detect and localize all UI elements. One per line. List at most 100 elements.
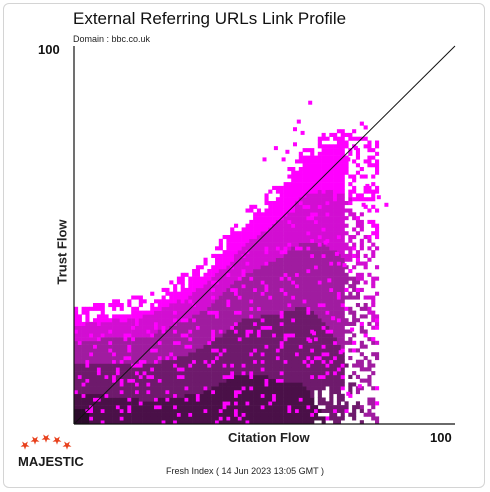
density-cell (352, 212, 357, 217)
density-cell (275, 412, 281, 417)
density-cell (150, 337, 155, 342)
density-cell (173, 295, 178, 300)
density-cell (325, 356, 330, 361)
density-cell (169, 405, 174, 410)
density-cell (325, 178, 330, 183)
density-cell (287, 246, 292, 251)
density-cell (279, 299, 284, 304)
density-cell (226, 276, 231, 281)
density-cell (131, 340, 136, 345)
density-cell (135, 314, 140, 319)
density-cell (184, 405, 189, 410)
density-cell (165, 291, 170, 296)
density-cell (310, 170, 315, 175)
density-cell (230, 333, 235, 338)
density-cell (264, 363, 269, 368)
density-cell (150, 397, 155, 402)
density-cell (161, 337, 166, 342)
density-cell (165, 371, 170, 376)
density-cell (108, 397, 113, 402)
density-cell (310, 235, 315, 240)
density-cell (333, 405, 338, 410)
density-cell (306, 374, 311, 379)
density-cell (295, 216, 300, 221)
density-cell (272, 291, 277, 296)
density-cell (245, 382, 250, 387)
density-cell (249, 318, 254, 323)
density-cell (123, 325, 128, 330)
density-cell (81, 420, 86, 425)
density-cell (234, 359, 239, 364)
density-cell (264, 371, 269, 376)
density-cell (340, 344, 345, 349)
density-cell (317, 329, 322, 334)
density-cell (215, 420, 220, 425)
density-cell (310, 174, 315, 179)
density-cell (275, 276, 281, 281)
density-cell (310, 390, 315, 395)
density-cell (302, 329, 307, 334)
density-cell (333, 197, 338, 202)
density-cell (237, 333, 242, 338)
density-cell (314, 382, 319, 387)
density-cell (226, 284, 231, 289)
density-cell (321, 257, 326, 262)
density-cell (115, 329, 121, 334)
density-cell (287, 412, 292, 417)
density-cell (253, 257, 258, 262)
density-cell (329, 374, 334, 379)
density-cell (306, 265, 311, 270)
density-cell (77, 340, 82, 345)
density-cell (359, 367, 364, 372)
density-cell (96, 348, 102, 353)
density-cell (127, 390, 132, 395)
density-cell (85, 405, 90, 410)
density-cell (264, 227, 269, 232)
density-cell (237, 242, 242, 247)
density-cell (241, 344, 246, 349)
density-cell (165, 303, 170, 308)
density-cell (77, 374, 82, 379)
density-cell (142, 401, 147, 406)
density-cell (317, 408, 322, 413)
density-cell (237, 416, 242, 421)
density-cell (306, 159, 311, 164)
density-cell (199, 337, 204, 342)
density-cell (119, 412, 124, 417)
density-cell (279, 208, 284, 213)
density-cell (317, 144, 322, 149)
chart-subtitle: Domain : bbc.co.uk (73, 34, 151, 44)
density-cell (249, 261, 254, 266)
density-cell (321, 340, 326, 345)
density-cell (245, 367, 250, 372)
density-cell (226, 250, 231, 255)
density-cell (260, 401, 265, 406)
density-cell (291, 185, 296, 190)
density-cell (268, 329, 273, 334)
density-cell (272, 340, 277, 345)
density-cell (218, 246, 223, 251)
density-cell (256, 382, 262, 387)
density-cell (234, 257, 239, 262)
density-cell (150, 340, 155, 345)
density-cell (215, 276, 220, 281)
density-cell (268, 261, 273, 266)
density-cell (146, 416, 151, 421)
density-cell (260, 223, 265, 228)
density-cell (325, 219, 330, 224)
density-cell (272, 401, 277, 406)
density-cell (154, 367, 159, 372)
density-cell (173, 371, 178, 376)
density-cell (192, 291, 197, 296)
density-cell (310, 208, 315, 213)
density-cell (207, 397, 212, 402)
density-cell (127, 356, 132, 361)
density-cell (317, 401, 322, 406)
density-cell (306, 167, 311, 172)
density-cell (249, 352, 254, 357)
density-cell (245, 238, 250, 243)
density-cell (241, 265, 246, 270)
density-cell (192, 306, 197, 311)
density-cell (211, 310, 216, 315)
density-cell (329, 303, 334, 308)
